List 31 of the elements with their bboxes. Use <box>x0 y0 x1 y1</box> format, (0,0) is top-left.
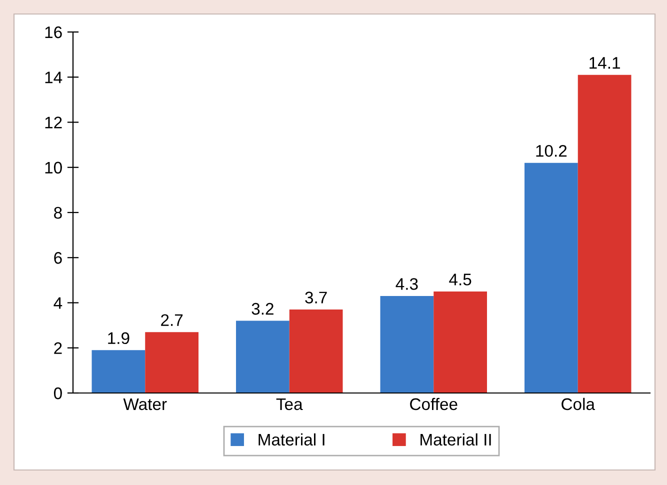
y-tick-label: 4 <box>54 297 62 309</box>
bar <box>524 162 578 393</box>
x-tick-label: Coffee <box>410 398 458 410</box>
bar <box>236 320 290 393</box>
data-label: 4.5 <box>449 274 472 286</box>
data-label: 4.3 <box>396 278 418 290</box>
legend-label: Material II <box>420 433 491 446</box>
y-tick-label: 6 <box>54 252 62 264</box>
data-label: 10.2 <box>536 144 567 157</box>
y-tick-label: 12 <box>45 116 62 128</box>
y-tick-label: 0 <box>54 387 62 400</box>
y-tick-label: 16 <box>45 26 62 38</box>
y-tick-label: 14 <box>45 72 62 84</box>
bar <box>380 296 434 393</box>
bar <box>578 74 632 393</box>
y-tick-label: 10 <box>45 162 62 174</box>
bar <box>289 310 343 393</box>
x-tick-label: Tea <box>276 398 303 410</box>
data-label: 3.7 <box>305 292 327 304</box>
y-tick-label: 2 <box>54 342 62 354</box>
bar <box>145 332 198 393</box>
legend-label: Material I <box>258 433 324 446</box>
data-label: 14.1 <box>590 57 620 69</box>
bar <box>434 291 487 393</box>
x-tick-label: Water <box>123 398 167 410</box>
y-tick-label: 8 <box>54 206 62 219</box>
data-label: 3.2 <box>252 302 274 315</box>
data-label: 2.7 <box>161 314 183 326</box>
x-tick-label: Cola <box>562 398 596 410</box>
data-label: 1.9 <box>108 332 130 344</box>
bar <box>92 350 146 393</box>
